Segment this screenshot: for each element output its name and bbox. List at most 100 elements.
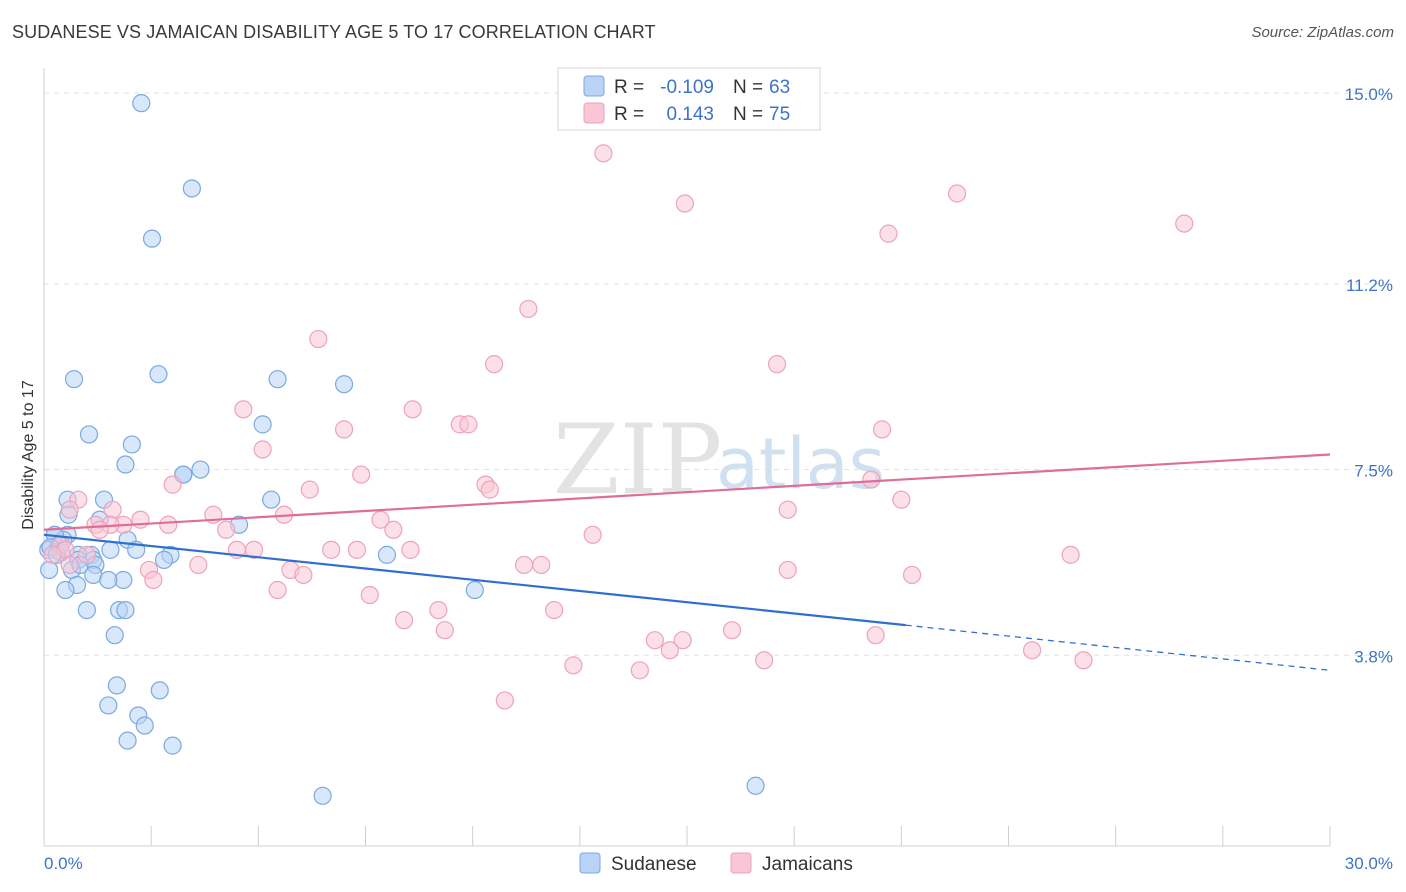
jamaican-point-36 [217,520,236,539]
jamaican-point-67 [722,621,742,640]
jamaican-point-68 [866,626,885,645]
jamaican-point-15 [253,440,272,459]
sudanese-point-53 [135,716,154,735]
sudanese-point-47 [77,600,96,620]
sudanese-point-12 [191,460,210,479]
y-tick-label-3: 15.0% [1345,85,1393,104]
series-sudanese [39,94,765,805]
sudanese-point-38 [84,565,103,585]
legend-r-label-2: R = [614,104,644,125]
sudanese-point-6 [334,375,354,394]
jamaican-point-65 [645,631,664,650]
legend-n-label-2: N = [733,104,763,125]
sudanese-point-43 [56,580,75,600]
jamaican-point-0 [594,144,613,163]
jamaican-point-35 [90,520,109,539]
series-jamaicans [43,144,1194,710]
jamaican-point-16 [352,465,371,484]
y-tick-label-0: 3.8% [1354,647,1393,666]
x-tick-label-max: 30.0% [1345,854,1393,873]
jamaican-point-59 [268,580,287,600]
jamaican-point-25 [60,500,79,519]
jamaican-point-10 [403,400,422,419]
correlation-legend: R = -0.109 N = 63 R = 0.143 N = 75 [557,67,821,131]
jamaican-point-22 [892,490,911,509]
jamaican-point-26 [778,500,797,519]
sudanese-point-40 [99,570,118,590]
jamaican-point-60 [360,585,379,605]
source-label: Source: ZipAtlas.com [1251,24,1394,41]
bottom-legend-label-jamaicans: Jamaicans [762,854,853,875]
legend-n-value-1: 63 [769,77,790,98]
jamaican-point-57 [902,565,922,585]
sudanese-point-56 [746,776,765,795]
jamaican-point-44 [347,540,367,559]
jamaican-point-66 [673,631,692,650]
sudanese-point-49 [107,676,126,695]
jamaican-point-75 [495,691,514,710]
y-axis-label: Disability Age 5 to 17 [20,380,37,530]
sudanese-point-1 [182,179,201,198]
jamaican-point-56 [778,560,797,580]
jamaican-point-64 [435,621,454,640]
jamaican-point-71 [660,641,679,660]
sudanese-point-9 [122,435,141,454]
sudanese-point-54 [118,731,137,750]
jamaican-point-70 [1074,651,1093,670]
chart-title: SUDANESE VS JAMAICAN DISABILITY AGE 5 TO… [12,22,656,42]
jamaican-point-46 [43,545,62,564]
jamaican-point-14 [872,420,892,439]
sudanese-point-57 [313,786,332,805]
sudanese-point-48 [105,626,124,645]
sudanese-point-4 [149,365,168,384]
sudanese-point-3 [64,370,84,389]
jamaican-point-1 [675,194,694,213]
jamaican-point-29 [131,510,150,529]
jamaican-point-55 [294,565,313,585]
legend-swatch-sudanese [583,75,605,97]
sudanese-point-10 [116,455,135,474]
jamaican-point-19 [480,480,499,499]
jamaican-point-62 [545,600,564,620]
jamaican-point-6 [309,329,328,349]
jamaican-point-9 [234,400,253,419]
x-ticks [43,826,1331,846]
sudanese-point-50 [150,681,169,700]
trend-lines [43,453,1331,671]
jamaican-point-48 [60,555,79,575]
sudanese-point-37 [40,560,59,580]
jamaican-point-50 [515,555,534,575]
jamaican-point-3 [879,224,898,243]
jamaican-point-74 [630,661,649,680]
sudanese-point-44 [465,580,484,600]
grid-lines [44,92,1392,656]
y-tick-labels: 3.8% 7.5% 11.2% 15.0% [1345,85,1393,666]
sudanese-point-55 [163,736,182,755]
jamaican-point-8 [767,355,787,374]
x-tick-label-min: 0.0% [44,854,83,873]
jamaican-point-42 [244,540,264,559]
bottom-legend-swatch-jamaicans [730,852,752,874]
legend-swatch-jamaicans [583,102,605,124]
jamaican-point-24 [103,500,122,519]
jamaican-point-69 [1022,641,1042,660]
legend-r-value-2: 0.143 [666,104,714,125]
jamaican-point-49 [1061,545,1080,564]
series-legend: Sudanese Jamaicans [579,852,853,875]
jamaican-point-72 [755,651,774,670]
sudanese-point-16 [262,490,281,509]
jamaican-point-63 [394,611,414,630]
y-tick-label-1: 7.5% [1354,462,1393,481]
sudanese-point-0 [132,94,151,113]
jamaican-point-51 [189,555,208,575]
sudanese-point-51 [99,696,118,715]
sudanese-point-2 [142,229,162,248]
jamaican-point-73 [564,656,583,675]
jamaican-point-13 [334,420,354,439]
jamaican-point-58 [144,570,163,590]
legend-r-label-1: R = [614,77,644,98]
jamaican-trend-line [43,453,1331,531]
jamaican-point-37 [384,520,403,539]
watermark-atlas: atlas [716,423,885,505]
